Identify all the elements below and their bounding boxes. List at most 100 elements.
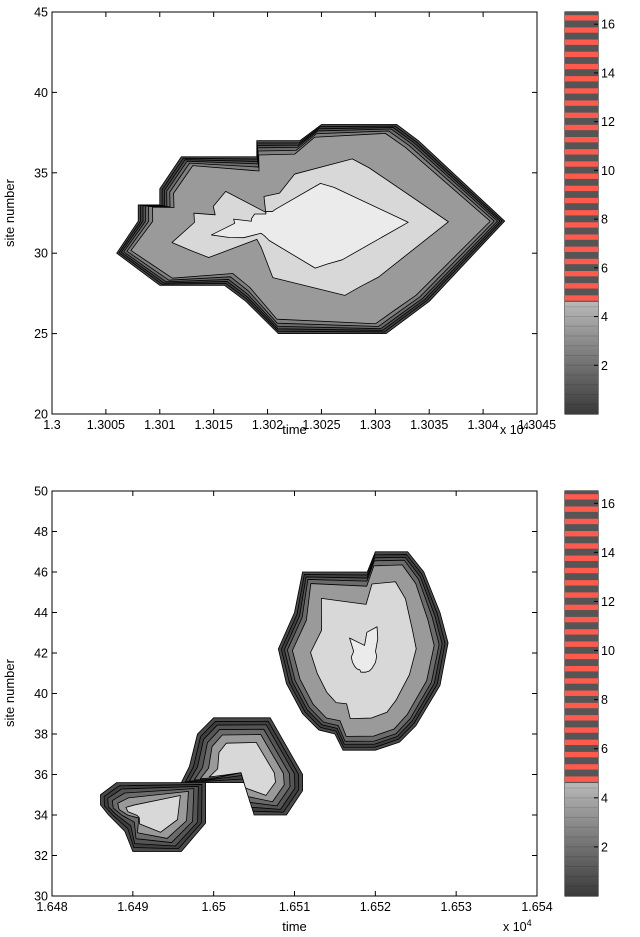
y-tick-label: 34 [34, 809, 48, 823]
colorbar-stripe [565, 76, 598, 82]
y-tick-label: 44 [34, 606, 48, 620]
axis-ticks-2: 1.648 1.649 1.65 1.651 1.652 1.653 1.654 30 32 34… [34, 485, 553, 915]
x-multiplier-1: x 104 [500, 421, 529, 437]
colorbar-stripe [565, 246, 598, 252]
y-tick-label: 30 [34, 890, 48, 904]
colorbar-stripe [565, 88, 598, 94]
y-tick-label: 30 [34, 247, 48, 261]
y-tick-label: 35 [34, 166, 48, 180]
colorbar-stripe [565, 727, 598, 733]
colorbar-stripe [565, 100, 598, 106]
y-tick-label: 25 [34, 327, 48, 341]
ylabel-1: site number [2, 178, 17, 247]
colorbar-tick-label: 10 [601, 164, 615, 178]
colorbar-stripe [565, 258, 598, 265]
colorbar-tick-label: 12 [601, 595, 615, 609]
ylabel-2: site number [2, 658, 17, 727]
x-multiplier-base-2: x 10 [503, 920, 527, 934]
colorbar-gray-segment [565, 783, 598, 896]
colorbar-stripe [565, 518, 598, 525]
colorbar-stripe [565, 739, 598, 746]
y-tick-label: 20 [34, 408, 48, 422]
contour-level-8-region-1 [125, 795, 181, 833]
colorbar-2: 2 4 6 8 10 12 14 16 [564, 490, 615, 897]
contour-level-9-region-1 [211, 183, 409, 269]
colorbar-tick-label: 6 [601, 261, 608, 275]
colorbar-stripe [565, 283, 598, 289]
colorbar-stripe [565, 222, 598, 228]
x-tick-label: 1.3045 [518, 418, 556, 432]
x-tick-label: 1.304 [467, 418, 498, 432]
colorbar-stripe [565, 641, 598, 647]
colorbar-stripe [565, 27, 598, 33]
colorbar-tick-label: 10 [601, 644, 615, 658]
colorbar-stripe [565, 124, 598, 131]
colorbar-tick-label: 16 [601, 497, 615, 511]
colorbar-stripe [565, 629, 598, 635]
colorbar-gray-segment [565, 301, 598, 414]
panel-2: 1.648 1.649 1.65 1.651 1.652 1.653 1.654 30 32 34… [2, 485, 615, 935]
colorbar-stripe [565, 555, 598, 561]
colorbar-stripe [565, 764, 598, 770]
colorbar-stripe [565, 161, 598, 167]
x-tick-label: 1.3 [43, 418, 60, 432]
colorbar-stripe [565, 653, 598, 660]
x-multiplier-exp-2: 4 [527, 918, 532, 928]
x-tick-label: 1.65 [201, 900, 225, 914]
colorbar-stripe [565, 506, 598, 512]
x-tick-label: 1.3035 [410, 418, 448, 432]
y-tick-label: 40 [34, 86, 48, 100]
colorbar-stripe [565, 136, 598, 143]
xlabel-1: time [282, 422, 307, 437]
colorbar-stripe [565, 702, 598, 709]
y-tick-label: 36 [34, 768, 48, 782]
colorbar-dark-segment [565, 491, 598, 784]
colorbar-stripe [565, 543, 598, 549]
colorbar-stripe [565, 149, 598, 155]
y-tick-label: 48 [34, 525, 48, 539]
x-tick-label: 1.301 [144, 418, 175, 432]
colorbar-tick-label: 14 [601, 546, 615, 560]
x-multiplier-base-1: x 10 [500, 423, 524, 437]
colorbar-stripe [565, 776, 598, 782]
panel-1: 1.3 1.3005 1.301 1.3015 1.302 1.3025 1.303 1.30… [2, 6, 615, 438]
colorbar-stripe [565, 494, 598, 500]
colorbar-stripe [565, 51, 598, 58]
colorbar-tick-label: 14 [601, 66, 615, 80]
colorbar-stripe [565, 295, 598, 301]
colorbar-tick-label: 6 [601, 742, 608, 756]
colorbar-tick-label: 8 [601, 693, 608, 707]
colorbar-stripe [565, 270, 598, 277]
colorbar-tick-label: 8 [601, 213, 608, 227]
colorbar-stripe [565, 616, 598, 623]
x-tick-label: 1.3025 [302, 418, 340, 432]
y-tick-label: 38 [34, 728, 48, 742]
colorbar-stripe [565, 690, 598, 696]
colorbar-stripe [565, 751, 598, 758]
x-tick-label: 1.3005 [87, 418, 125, 432]
y-tick-label: 42 [34, 647, 48, 661]
colorbar-stripe [565, 678, 598, 684]
colorbar-stripe [565, 63, 598, 70]
colorbar-stripe [565, 580, 598, 586]
xlabel-2: time [282, 919, 307, 934]
x-tick-label: 1.3015 [195, 418, 233, 432]
colorbar-stripe [565, 592, 598, 598]
colorbar-1: 2 4 6 8 10 12 14 16 [564, 11, 615, 415]
colorbar-stripe [565, 112, 598, 118]
y-tick-label: 50 [34, 485, 48, 499]
colorbar-stripe [565, 197, 598, 204]
x-tick-label: 1.651 [279, 900, 310, 914]
x-tick-label: 1.303 [360, 418, 391, 432]
colorbar-stripe [565, 666, 598, 672]
y-tick-label: 32 [34, 849, 48, 863]
x-tick-label: 1.649 [117, 900, 148, 914]
colorbar-stripe [565, 39, 598, 45]
y-tick-label: 46 [34, 566, 48, 580]
colorbar-dark-segment [565, 12, 598, 302]
x-tick-label: 1.653 [441, 900, 472, 914]
colorbar-stripe [565, 185, 598, 192]
y-tick-label: 45 [34, 6, 48, 20]
colorbar-stripe [565, 173, 598, 179]
colorbar-tick-label: 16 [601, 18, 615, 32]
